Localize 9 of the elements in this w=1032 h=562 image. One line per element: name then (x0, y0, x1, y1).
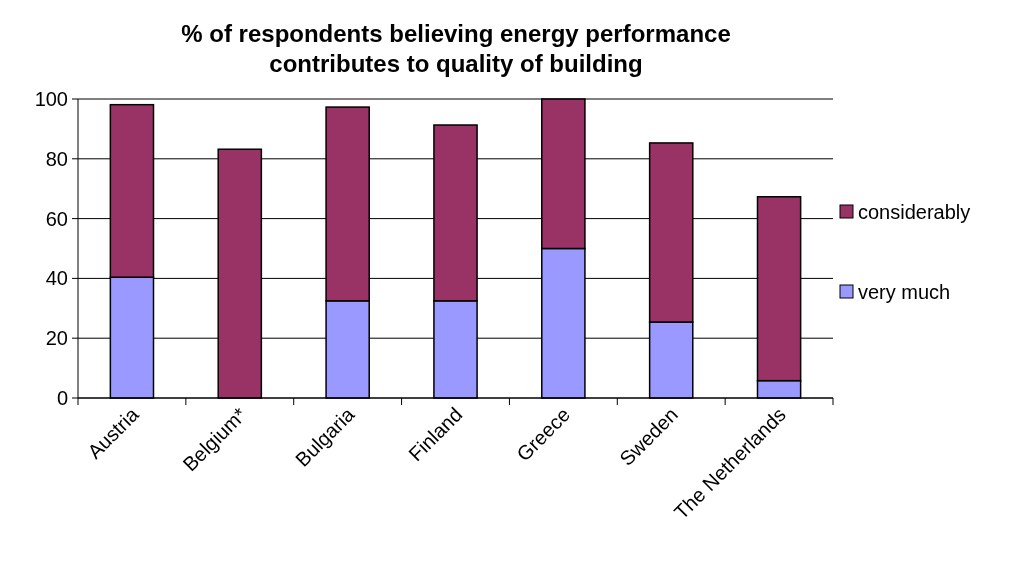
y-tick-label: 60 (45, 207, 68, 230)
chart-title: % of respondents believing energy performance contributes to quality of building (181, 20, 731, 77)
y-tick-label: 40 (45, 267, 68, 290)
y-tick-label: 0 (56, 387, 68, 409)
y-tick-label: 100 (34, 88, 68, 110)
legend-label: considerably (858, 201, 971, 223)
legend-label: very much (858, 281, 951, 303)
y-tick-label: 20 (45, 327, 68, 350)
y-tick-label: 80 (45, 147, 68, 170)
